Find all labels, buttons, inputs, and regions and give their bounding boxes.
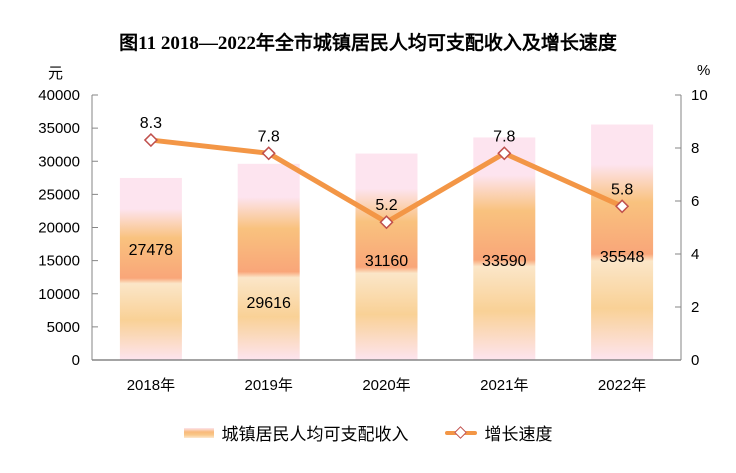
legend-line-swatch-icon <box>444 427 477 439</box>
left-axis-unit: 元 <box>48 65 64 82</box>
legend-item-income: 城镇居民人均可支配收入 <box>183 420 409 445</box>
growth-value-label: 7.8 <box>493 128 515 145</box>
left-tick-label: 30000 <box>38 153 80 170</box>
left-tick-label: 40000 <box>38 87 80 104</box>
bar-2018年 <box>119 177 182 360</box>
bar-value-label: 27478 <box>129 242 174 259</box>
bar-2022年 <box>591 124 654 360</box>
bar-2021年 <box>473 137 536 360</box>
growth-marker-icon <box>497 146 512 161</box>
right-tick-label: 0 <box>691 352 699 369</box>
bar-2019年 <box>237 163 300 360</box>
left-tick-label: 0 <box>72 352 80 369</box>
right-tick-label: 10 <box>691 87 708 104</box>
growth-marker-icon <box>143 132 158 148</box>
legend-income-label: 城镇居民人均可支配收入 <box>221 425 409 444</box>
growth-marker-icon <box>261 146 276 161</box>
x-tick-label: 2021年 <box>480 377 528 394</box>
left-tick-label: 5000 <box>47 319 80 336</box>
growth-value-label: 5.2 <box>375 197 397 214</box>
legend-growth-label: 增长速度 <box>484 425 553 444</box>
right-tick-label: 4 <box>691 246 699 263</box>
growth-value-label: 5.8 <box>611 181 633 198</box>
bar-value-label: 33590 <box>482 253 527 270</box>
x-tick-label: 2019年 <box>245 377 293 394</box>
bar-value-label: 31160 <box>365 253 408 270</box>
growth-value-label: 7.8 <box>258 128 280 145</box>
growth-marker-icon <box>379 215 394 230</box>
legend-bar-swatch <box>183 427 214 438</box>
x-tick-label: 2020年 <box>362 377 410 394</box>
right-axis-unit: % <box>697 62 711 79</box>
x-tick-label: 2022年 <box>598 377 646 394</box>
legend: 城镇居民人均可支配收入 增长速度 <box>0 420 736 445</box>
left-tick-label: 25000 <box>38 186 80 203</box>
growth-marker-icon <box>615 199 630 214</box>
right-tick-label: 2 <box>691 299 699 316</box>
left-tick-label: 10000 <box>38 286 80 303</box>
bar-value-label: 29616 <box>246 295 291 312</box>
bar-2020年 <box>355 153 418 360</box>
right-tick-label: 8 <box>691 140 699 157</box>
x-tick-label: 2018年 <box>127 377 175 394</box>
left-tick-label: 20000 <box>38 220 80 237</box>
left-tick-label: 15000 <box>38 253 80 270</box>
growth-value-label: 8.3 <box>140 115 162 132</box>
legend-item-growth: 增长速度 <box>444 420 553 445</box>
bar-value-label: 35548 <box>600 249 645 266</box>
right-tick-label: 6 <box>691 193 699 210</box>
left-tick-label: 35000 <box>38 120 80 137</box>
chart-title: 图11 2018—2022年全市城镇居民人均可支配收入及增长速度 <box>119 33 617 54</box>
